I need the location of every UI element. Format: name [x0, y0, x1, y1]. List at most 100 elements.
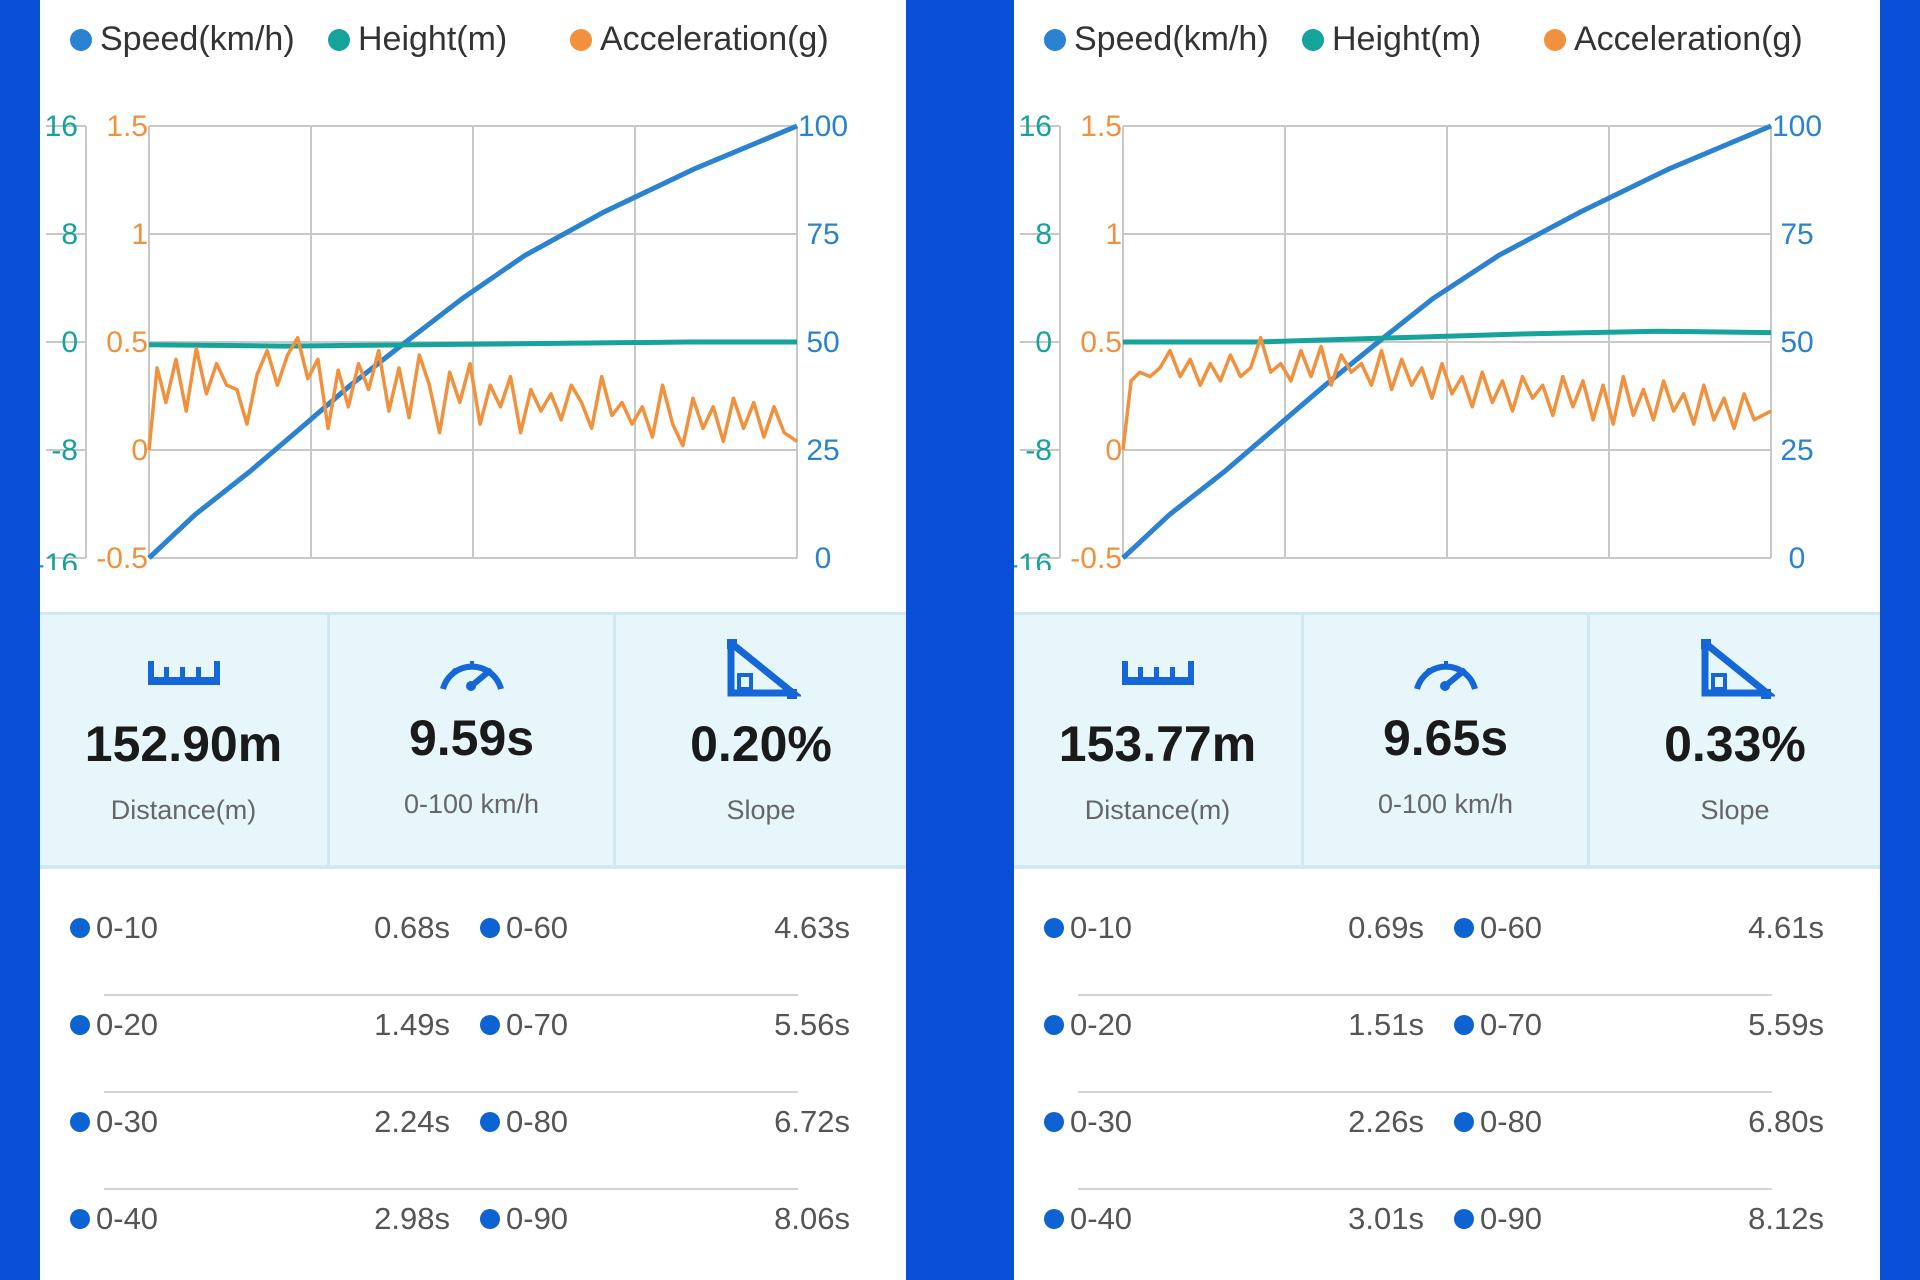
- slope-icon: [616, 639, 906, 709]
- accel-axis-tick-label: 1.5: [1080, 110, 1122, 143]
- legend-dot-icon: [1544, 28, 1566, 51]
- split-row: 0-30 2.26s 0-80 6.80s: [1014, 1092, 1880, 1152]
- ruler-icon-shape: [1137, 667, 1143, 679]
- accel-axis-tick-label: 0: [1105, 434, 1122, 467]
- ruler-icon: [1014, 639, 1301, 709]
- split-row: 0-40 2.98s 0-90 8.06s: [40, 1189, 906, 1249]
- split-divider: [1078, 1188, 1772, 1190]
- split-time: 5.59s: [1748, 1007, 1824, 1042]
- speedometer-icon-shape: [465, 681, 476, 691]
- height-axis-tick-label: -8: [1025, 434, 1052, 467]
- height-axis-tick-label: -8: [51, 434, 78, 467]
- speed-axis-tick-label: 25: [1780, 434, 1813, 467]
- height-axis-tick-label: 0: [1035, 326, 1052, 359]
- bullet-icon: [1454, 1015, 1474, 1035]
- stat-label: Distance(m): [1084, 795, 1231, 825]
- ruler-icon-shape: [213, 661, 220, 679]
- speed-axis-tick-label: 100: [1772, 110, 1822, 143]
- legend-label: Acceleration(g): [600, 20, 829, 58]
- height-axis-tick-label: 16: [1019, 110, 1052, 143]
- bullet-icon: [1454, 918, 1474, 938]
- chart-legend: Speed(km/h) Height(m) Acceleration(g): [40, 20, 906, 70]
- split-time: 8.06s: [774, 1201, 850, 1236]
- accel-axis-tick-label: -0.5: [96, 542, 148, 570]
- split-time: 2.26s: [1348, 1104, 1424, 1139]
- ruler-icon-shape: [1187, 661, 1194, 679]
- split-range-label: 0-80: [506, 1104, 569, 1139]
- stat-card: 0.33% Slope: [1590, 615, 1880, 865]
- split-range-label: 0-80: [1480, 1104, 1543, 1139]
- speed-series-line: [147, 123, 798, 560]
- ruler-icon-shape: [147, 661, 220, 685]
- height-axis-tick-label: 8: [1035, 218, 1052, 251]
- accel-axis-tick-label: 1.5: [106, 110, 148, 143]
- split-row: 0-40 3.01s 0-90 8.12s: [1014, 1189, 1880, 1249]
- split-range: 0-90: [480, 1189, 568, 1249]
- slope-icon-shape: [787, 689, 797, 699]
- speed-axis-tick-label: 50: [1780, 326, 1813, 359]
- ruler-icon-shape: [147, 661, 154, 679]
- split-range: 0-40: [70, 1189, 158, 1249]
- legend-label: Height(m): [358, 20, 508, 58]
- line-chart: 16 8 0 -8 -16 1.5 1 0.5 0 -0.5 100 75 50 25 0: [1014, 110, 1822, 570]
- stat-label: Slope: [726, 795, 796, 825]
- stat-label: 0-100 km/h: [403, 789, 540, 819]
- split-range: 0-20: [1044, 995, 1132, 1055]
- split-time: 0.68s: [374, 910, 450, 945]
- legend-item: Speed(km/h): [1044, 20, 1269, 59]
- legend-item: Speed(km/h): [70, 20, 295, 59]
- split-range: 0-30: [1044, 1092, 1132, 1152]
- ruler-icon-shape: [179, 667, 185, 679]
- legend-item: Height(m): [328, 20, 507, 59]
- speedometer-icon-shape: [1425, 667, 1432, 675]
- speed-axis-tick-label: 100: [798, 110, 848, 143]
- bullet-icon: [1044, 1112, 1064, 1132]
- split-time: 6.80s: [1748, 1104, 1824, 1139]
- height-axis-tick-label: -16: [1014, 548, 1052, 570]
- bullet-icon: [480, 918, 500, 938]
- split-time: 1.49s: [374, 1007, 450, 1042]
- slope-icon-shape: [737, 673, 753, 691]
- stat-value: 0.20%: [690, 716, 832, 772]
- slope-icon-shape: [1711, 673, 1727, 691]
- bullet-icon: [1044, 1015, 1064, 1035]
- speed-axis-tick-label: 0: [815, 542, 832, 570]
- speed-test-panel: Speed(km/h) Height(m) Acceleration(g) 16 8 0-…: [40, 0, 906, 1280]
- slope-icon-shape: [1701, 639, 1711, 649]
- slope-icon-shape: [1761, 689, 1771, 699]
- legend-label: Height(m): [1332, 20, 1482, 58]
- split-time: 8.12s: [1748, 1201, 1824, 1236]
- split-range: 0-40: [1044, 1189, 1132, 1249]
- split-time: 2.24s: [374, 1104, 450, 1139]
- stat-value: 0.33%: [1664, 716, 1806, 772]
- ruler-icon-shape: [1153, 667, 1159, 679]
- split-range: 0-10: [70, 898, 158, 958]
- stat-card: 0.20% Slope: [616, 615, 906, 865]
- stat-value: 153.77m: [1058, 716, 1257, 772]
- legend-dot-icon: [1302, 28, 1324, 51]
- split-divider: [1078, 994, 1772, 996]
- stats-panel: 152.90m Distance(m) 9.59s 0-100 km/h 0.20% Sl…: [40, 612, 906, 869]
- speed-test-panel: Speed(km/h) Height(m) Acceleration(g) 16 8 0-…: [1014, 0, 1880, 1280]
- height-series-line: [148, 339, 797, 349]
- height-axis-tick-label: -16: [40, 548, 78, 570]
- split-row: 0-20 1.49s 0-70 5.56s: [40, 995, 906, 1055]
- split-time: 1.51s: [1348, 1007, 1424, 1042]
- split-range-label: 0-20: [96, 1007, 159, 1042]
- split-time: 5.56s: [774, 1007, 850, 1042]
- split-row: 0-10 0.69s 0-60 4.61s: [1014, 898, 1880, 958]
- accel-axis-tick-label: 0: [131, 434, 148, 467]
- split-range: 0-10: [1044, 898, 1132, 958]
- split-time: 3.01s: [1348, 1201, 1424, 1236]
- stat-label: Distance(m): [110, 795, 257, 825]
- legend-item: Acceleration(g): [1544, 20, 1803, 59]
- line-chart: 16 8 0 -8 -16 1.5 1 0.5 0 -0.5 100 75 50 25 0: [40, 110, 848, 570]
- slope-icon-shape: [727, 639, 737, 649]
- legend-item: Height(m): [1302, 20, 1481, 59]
- speedometer-icon: [1304, 639, 1587, 709]
- bullet-icon: [1044, 918, 1064, 938]
- ruler-icon-shape: [1121, 661, 1194, 685]
- bullet-icon: [1044, 1209, 1064, 1229]
- speed-axis-tick-label: 25: [806, 434, 839, 467]
- split-range-label: 0-70: [1480, 1007, 1543, 1042]
